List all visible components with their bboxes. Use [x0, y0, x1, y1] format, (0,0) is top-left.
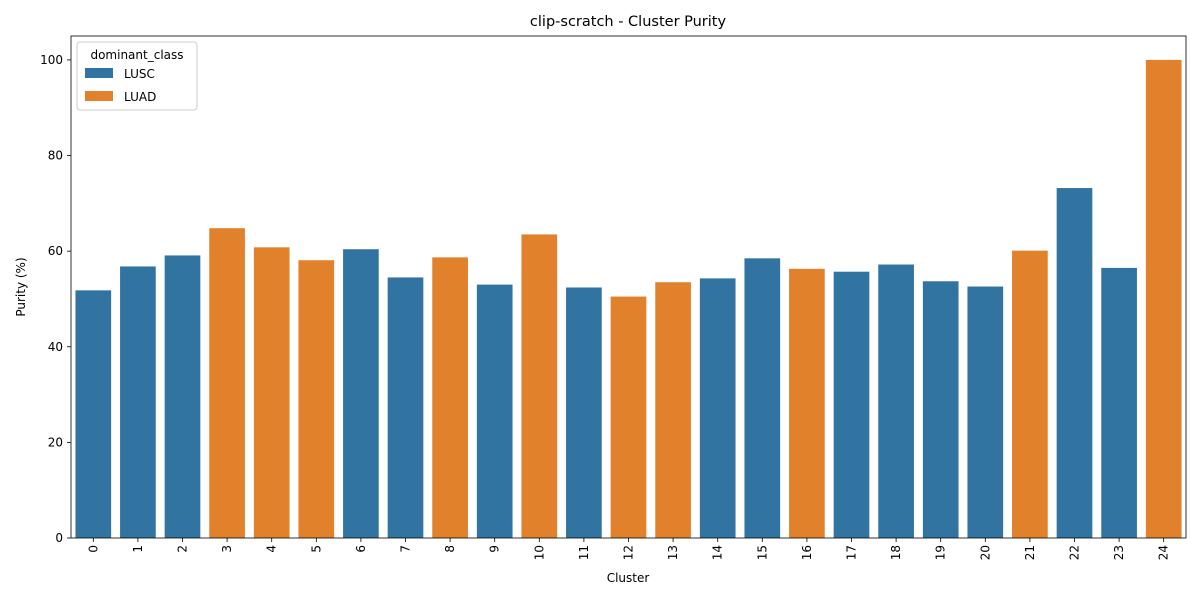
y-tick-label: 80	[48, 149, 63, 163]
x-tick-label: 1	[131, 545, 145, 553]
x-tick-label: 12	[622, 545, 636, 560]
bar-cluster-23	[1101, 267, 1137, 538]
x-tick-label: 21	[1023, 545, 1037, 560]
bar-cluster-6	[343, 249, 379, 538]
bars-group	[75, 59, 1182, 539]
legend-label-luad: LUAD	[124, 90, 156, 104]
bar-cluster-11	[566, 287, 602, 538]
y-tick-label: 100	[40, 53, 63, 67]
bar-cluster-3	[209, 228, 245, 539]
x-tick-label: 14	[711, 545, 725, 560]
bar-cluster-17	[833, 271, 870, 538]
legend-swatch-lusc	[85, 68, 113, 78]
bar-cluster-12	[610, 296, 647, 538]
x-tick-label: 15	[755, 545, 769, 560]
x-tick-label: 5	[309, 545, 323, 553]
y-tick-label: 40	[48, 340, 63, 354]
x-tick-label: 19	[934, 545, 948, 560]
bar-cluster-20	[967, 286, 1004, 538]
x-tick-label: 6	[354, 545, 368, 553]
legend-label-lusc: LUSC	[124, 67, 155, 81]
x-tick-label: 7	[399, 545, 413, 553]
x-axis-ticks: 0 1 2 3 4 5 6 7 8 9 10 11 12 13 14 15 16 17 18 19 20 21 22 23 24	[86, 538, 1171, 560]
x-tick-label: 9	[488, 545, 502, 553]
bar-cluster-1	[120, 266, 156, 538]
bar-cluster-21	[1012, 250, 1048, 538]
x-tick-label: 22	[1068, 545, 1082, 560]
x-tick-label: 3	[220, 545, 234, 553]
x-tick-label: 24	[1157, 545, 1171, 560]
bar-cluster-8	[432, 257, 468, 538]
bar-cluster-15	[744, 258, 781, 538]
x-axis-title: Cluster	[607, 571, 650, 585]
x-tick-label: 8	[443, 545, 457, 553]
bar-cluster-5	[298, 260, 335, 538]
plot-frame	[70, 35, 1187, 539]
bar-cluster-22	[1056, 188, 1093, 538]
y-axis-title: Purity (%)	[14, 257, 28, 316]
x-tick-label: 10	[532, 545, 546, 560]
x-tick-label: 0	[86, 545, 100, 553]
x-tick-label: 17	[845, 545, 859, 560]
y-tick-label: 20	[48, 435, 63, 449]
x-tick-label: 2	[176, 545, 190, 553]
bar-cluster-4	[253, 247, 290, 538]
bar-cluster-24	[1145, 59, 1182, 539]
bar-cluster-16	[789, 268, 825, 538]
bar-cluster-10	[521, 234, 558, 538]
bar-cluster-14	[699, 278, 736, 538]
y-tick-label: 0	[55, 531, 63, 545]
bar-cluster-13	[655, 282, 691, 538]
bar-cluster-19	[922, 281, 959, 538]
bar-cluster-7	[387, 277, 424, 538]
bar-cluster-18	[878, 264, 914, 538]
bar-cluster-2	[164, 255, 201, 538]
x-tick-label: 16	[800, 545, 814, 560]
x-tick-label: 13	[666, 545, 680, 560]
x-tick-label: 20	[978, 545, 992, 560]
x-tick-label: 18	[889, 545, 903, 560]
bar-cluster-0	[75, 290, 112, 538]
x-tick-label: 11	[577, 545, 591, 560]
x-tick-label: 23	[1112, 545, 1126, 560]
chart-title: clip-scratch - Cluster Purity	[530, 14, 727, 30]
x-tick-label: 4	[265, 545, 279, 553]
legend-title: dominant_class	[90, 48, 183, 62]
legend-swatch-luad	[85, 91, 113, 101]
y-tick-label: 60	[48, 244, 63, 258]
bar-cluster-9	[476, 284, 513, 538]
y-axis-ticks: 0 20 40 60 80 100	[40, 53, 71, 545]
legend: dominant_class LUSC LUAD	[76, 41, 198, 111]
